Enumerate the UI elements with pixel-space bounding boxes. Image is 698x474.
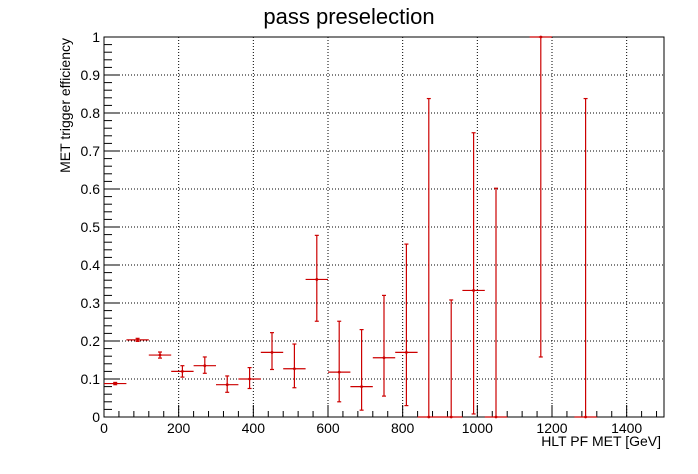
y-tick-label: 0.2 bbox=[81, 333, 101, 349]
data-point bbox=[484, 187, 508, 419]
x-tick-label: 1400 bbox=[611, 420, 642, 436]
y-tick-label: 0.9 bbox=[81, 67, 101, 83]
data-marker bbox=[584, 415, 587, 419]
data-marker bbox=[360, 385, 363, 388]
data-point bbox=[417, 97, 440, 419]
data-marker bbox=[158, 353, 162, 357]
y-axis-label: MET trigger efficiency bbox=[57, 38, 73, 173]
data-layer bbox=[104, 35, 597, 419]
y-tick-label: 0.6 bbox=[81, 181, 101, 197]
data-point bbox=[440, 299, 463, 419]
data-point bbox=[462, 132, 485, 415]
x-axis-label: HLT PF MET [GeV] bbox=[541, 433, 661, 449]
data-point bbox=[350, 329, 373, 411]
data-point bbox=[574, 97, 597, 419]
data-marker bbox=[427, 415, 431, 419]
y-tick-label: 0 bbox=[92, 409, 100, 425]
data-point bbox=[283, 343, 306, 389]
data-point bbox=[171, 365, 194, 378]
x-tick-label: 200 bbox=[167, 420, 191, 436]
data-marker bbox=[337, 370, 341, 374]
data-marker bbox=[315, 278, 319, 281]
y-tick-label: 0.3 bbox=[81, 295, 101, 311]
data-marker bbox=[449, 415, 453, 419]
data-point bbox=[328, 320, 351, 403]
x-tick-label: 600 bbox=[316, 420, 340, 436]
x-tick-label: 1000 bbox=[462, 420, 493, 436]
y-tick-label: 0.7 bbox=[81, 143, 101, 159]
y-tick-label: 0.8 bbox=[81, 105, 101, 121]
data-point bbox=[148, 351, 172, 359]
x-tick-label: 0 bbox=[100, 420, 108, 436]
data-point bbox=[238, 367, 261, 390]
x-tick-label: 400 bbox=[242, 420, 266, 436]
data-marker bbox=[248, 377, 252, 381]
data-marker bbox=[136, 338, 140, 342]
x-tick-label: 800 bbox=[391, 420, 415, 436]
data-marker bbox=[405, 351, 408, 354]
data-marker bbox=[203, 364, 207, 368]
data-point bbox=[193, 356, 216, 374]
data-marker bbox=[181, 370, 184, 373]
data-point bbox=[216, 375, 239, 393]
data-marker bbox=[382, 356, 386, 360]
data-marker bbox=[293, 367, 296, 371]
x-tick-label: 1200 bbox=[536, 420, 567, 436]
data-point bbox=[260, 332, 284, 371]
y-tick-label: 0.4 bbox=[81, 257, 101, 273]
data-point bbox=[104, 381, 127, 386]
y-tick-label: 0.1 bbox=[81, 371, 101, 387]
y-tick-label: 1 bbox=[92, 29, 100, 45]
data-marker bbox=[494, 415, 498, 419]
data-marker bbox=[113, 382, 117, 385]
y-tick-label: 0.5 bbox=[81, 219, 101, 235]
tick-layer: 0 200 400 600 800 1000 1200 1400 0 0.1 0.2 0.3 0.4 0.… bbox=[81, 29, 658, 436]
data-marker bbox=[225, 383, 229, 387]
data-marker bbox=[270, 351, 274, 354]
data-point bbox=[395, 243, 418, 407]
data-marker bbox=[539, 35, 543, 39]
data-marker bbox=[472, 289, 475, 292]
data-point bbox=[372, 294, 396, 397]
data-point bbox=[529, 35, 552, 358]
data-point bbox=[126, 337, 149, 342]
chart-title: pass preselection bbox=[263, 4, 434, 29]
data-point bbox=[305, 234, 328, 322]
